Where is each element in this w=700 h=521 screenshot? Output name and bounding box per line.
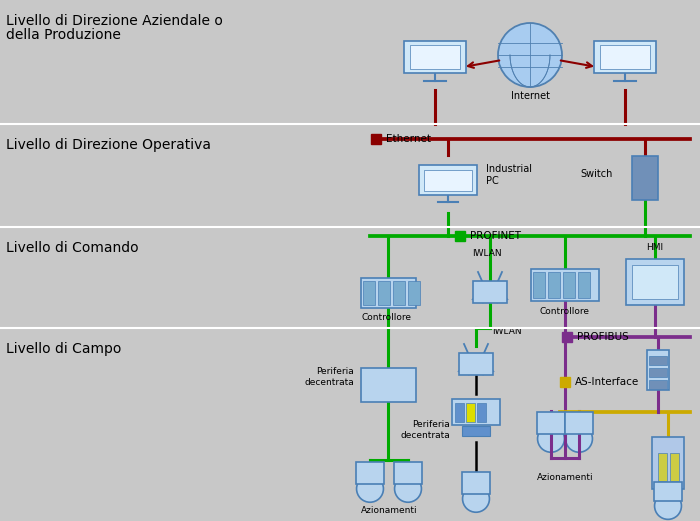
FancyBboxPatch shape [459,353,493,375]
Circle shape [463,486,489,512]
Circle shape [498,23,562,87]
FancyBboxPatch shape [652,437,684,489]
Text: Switch: Switch [580,169,613,179]
Text: Periferia
decentrata: Periferia decentrata [400,420,450,440]
Text: Azionamenti: Azionamenti [537,473,594,482]
FancyBboxPatch shape [477,403,486,421]
FancyBboxPatch shape [594,41,656,73]
FancyBboxPatch shape [394,462,422,484]
FancyBboxPatch shape [452,400,500,425]
FancyBboxPatch shape [647,350,669,390]
Text: IWLAN: IWLAN [472,249,502,258]
FancyBboxPatch shape [461,426,491,436]
FancyBboxPatch shape [632,156,658,200]
Text: Ethernet: Ethernet [386,134,431,144]
Text: Controllore: Controllore [361,313,411,322]
FancyBboxPatch shape [377,281,389,305]
Text: HMI: HMI [646,243,664,252]
FancyBboxPatch shape [649,355,667,365]
Text: Azionamenti: Azionamenti [360,506,417,515]
FancyBboxPatch shape [393,281,405,305]
Bar [363,371,377,384]
FancyBboxPatch shape [626,259,684,305]
FancyBboxPatch shape [531,269,599,301]
Circle shape [395,475,421,502]
Bar [379,371,393,384]
Bar [395,386,409,399]
FancyBboxPatch shape [632,265,678,299]
Text: PROFINET: PROFINET [470,231,521,241]
FancyBboxPatch shape [669,453,678,481]
FancyBboxPatch shape [565,412,593,434]
FancyBboxPatch shape [410,45,461,69]
Text: della Produzione: della Produzione [6,28,121,42]
FancyBboxPatch shape [657,453,666,481]
FancyBboxPatch shape [473,281,507,303]
FancyBboxPatch shape [654,481,682,501]
FancyBboxPatch shape [356,462,384,484]
FancyBboxPatch shape [600,45,650,69]
FancyBboxPatch shape [360,278,416,308]
FancyBboxPatch shape [419,166,477,195]
FancyBboxPatch shape [537,412,565,434]
FancyBboxPatch shape [649,379,667,389]
Text: Livello di Comando: Livello di Comando [6,241,139,255]
FancyBboxPatch shape [454,403,463,421]
FancyBboxPatch shape [360,368,416,402]
FancyBboxPatch shape [404,41,466,73]
FancyBboxPatch shape [424,170,472,191]
FancyBboxPatch shape [563,272,575,298]
Text: PROFIBUS: PROFIBUS [577,332,629,342]
Text: Livello di Direzione Aziendale o: Livello di Direzione Aziendale o [6,14,223,28]
FancyBboxPatch shape [462,472,490,494]
Text: Livello di Direzione Operativa: Livello di Direzione Operativa [6,138,211,152]
Bar [363,386,377,399]
FancyBboxPatch shape [407,281,419,305]
Circle shape [356,475,384,502]
Text: Periferia
decentrata: Periferia decentrata [304,367,354,387]
Text: AS-Interface: AS-Interface [575,377,639,387]
Bar [395,371,409,384]
Text: Livello di Campo: Livello di Campo [6,342,121,356]
Text: Industrial
PC: Industrial PC [486,164,532,186]
FancyBboxPatch shape [466,403,475,421]
Circle shape [538,425,564,452]
FancyBboxPatch shape [363,281,375,305]
Circle shape [654,492,681,519]
FancyBboxPatch shape [649,367,667,377]
Text: IWLAN: IWLAN [492,327,522,336]
Circle shape [566,425,592,452]
FancyBboxPatch shape [548,272,560,298]
Text: Internet: Internet [510,91,550,101]
Bar [379,386,393,399]
FancyBboxPatch shape [533,272,545,298]
Text: Controllore: Controllore [540,307,590,316]
FancyBboxPatch shape [578,272,590,298]
